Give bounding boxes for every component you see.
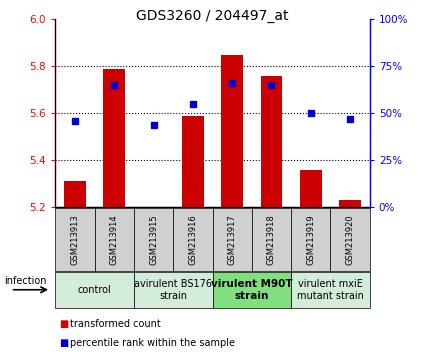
Text: GSM213915: GSM213915 [149,214,158,265]
Text: GSM213916: GSM213916 [188,214,197,265]
Bar [182,116,204,207]
Text: virulent mxiE
mutant strain: virulent mxiE mutant strain [297,279,364,301]
Text: ■: ■ [60,338,69,348]
Bar [94,208,134,271]
Bar [331,208,370,271]
Bar [300,170,322,207]
Text: virulent M90T
strain: virulent M90T strain [211,279,293,301]
Bar [291,272,370,308]
Text: GSM213918: GSM213918 [267,214,276,265]
Bar [103,69,125,207]
Text: transformed count: transformed count [70,319,161,329]
Bar [221,55,243,207]
Bar [173,208,212,271]
Text: percentile rank within the sample: percentile rank within the sample [70,338,235,348]
Text: GSM213919: GSM213919 [306,214,315,265]
Text: GSM213917: GSM213917 [228,214,237,265]
Bar [134,208,173,271]
Bar [291,208,331,271]
Text: ■: ■ [60,319,69,329]
Bar [55,272,134,308]
Bar [212,272,291,308]
Text: infection: infection [4,276,47,286]
Bar [339,200,361,207]
Text: avirulent BS176
strain: avirulent BS176 strain [134,279,212,301]
Bar [55,208,94,271]
Text: GDS3260 / 204497_at: GDS3260 / 204497_at [136,9,289,23]
Bar [64,181,86,207]
Bar [212,208,252,271]
Bar [252,208,291,271]
Text: GSM213914: GSM213914 [110,214,119,265]
Text: GSM213913: GSM213913 [71,214,79,265]
Text: GSM213920: GSM213920 [346,214,354,265]
Text: control: control [78,285,111,295]
Bar [134,272,212,308]
Bar [261,76,282,207]
